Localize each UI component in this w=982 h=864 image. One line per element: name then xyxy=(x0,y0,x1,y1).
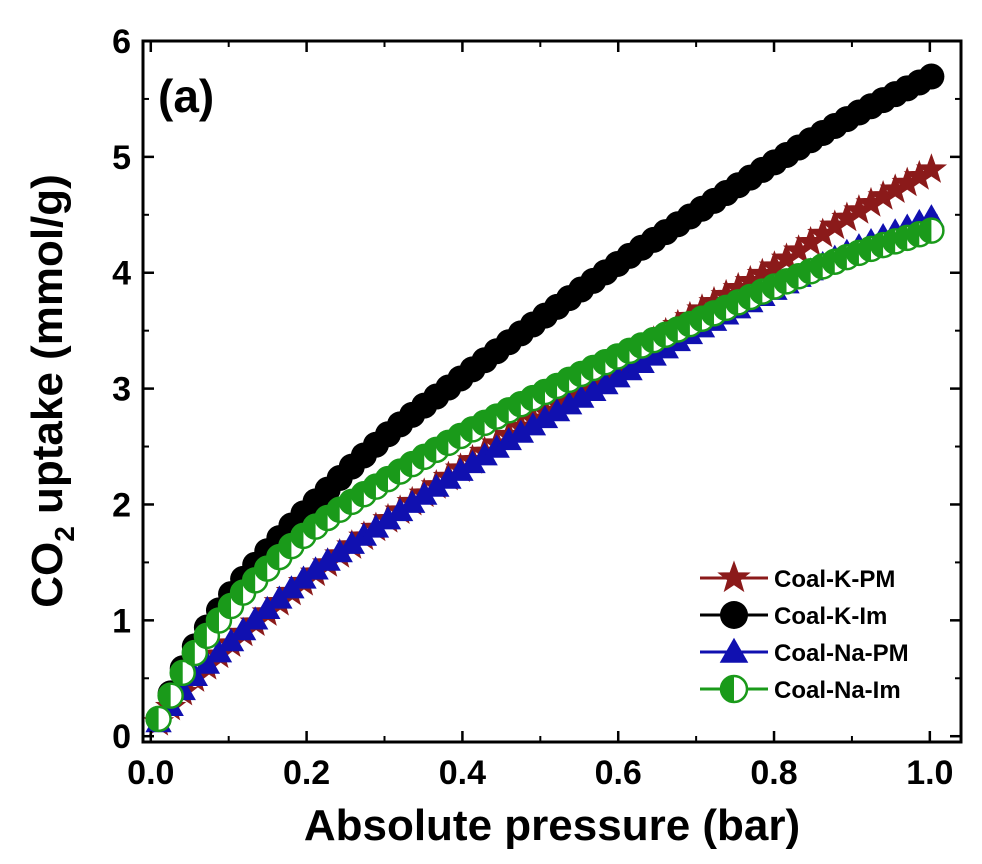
data-point-Coal-K-Im-64 xyxy=(918,63,945,90)
y-tick-label-1: 1 xyxy=(112,602,131,640)
legend: Coal-K-PM Coal-K-Im Coal-Na-PM Coal-Na-Im xyxy=(700,560,909,704)
legend-marker-Coal-Na-PM xyxy=(719,637,749,663)
x-axis-title: Absolute pressure (bar) xyxy=(304,801,800,850)
data-point-Coal-Na-PM-24 xyxy=(435,465,462,489)
y-tick-label-2: 2 xyxy=(112,486,131,524)
series-Coal-Na-Im xyxy=(145,217,945,733)
data-point-Coal-Na-PM-14 xyxy=(314,547,341,571)
data-point-Coal-Na-PM-15 xyxy=(326,539,353,563)
data-point-Coal-Na-PM-29 xyxy=(495,427,522,451)
data-point-Coal-Na-PM-21 xyxy=(398,489,426,513)
legend-item-Coal-K-Im: Coal-K-Im xyxy=(700,601,887,630)
data-point-Coal-Na-PM-31 xyxy=(519,412,547,436)
y-axis-title-rest: uptake (mmol/g) xyxy=(23,174,72,526)
legend-marker-Coal-Na-Im xyxy=(719,674,749,704)
data-point-Coal-Na-PM-25 xyxy=(447,457,474,481)
legend-item-Coal-Na-Im: Coal-Na-Im xyxy=(700,674,901,704)
data-point-Coal-Na-PM-36 xyxy=(580,377,607,402)
y-tick-label-6: 6 xyxy=(112,23,131,61)
y-tick-label-4: 4 xyxy=(112,255,131,293)
data-point-Coal-Na-PM-41 xyxy=(640,342,667,366)
legend-marker-Coal-K-Im xyxy=(720,601,748,629)
data-point-Coal-Na-PM-35 xyxy=(568,384,595,408)
y-axis-title-main: CO xyxy=(23,542,72,608)
x-tick-label-2: 0.4 xyxy=(439,754,486,792)
x-tick-label-5: 1.0 xyxy=(906,754,953,792)
panel-label: (a) xyxy=(158,70,214,122)
data-point-Coal-Na-PM-32 xyxy=(531,405,559,429)
data-point-Coal-Na-PM-30 xyxy=(507,419,535,443)
data-point-Coal-Na-PM-33 xyxy=(543,398,571,422)
series-line-Coal-K-PM xyxy=(157,165,939,723)
data-point-Coal-Na-PM-27 xyxy=(471,442,498,466)
data-point-Coal-Na-PM-22 xyxy=(411,481,438,505)
data-point-Coal-Na-PM-20 xyxy=(386,498,414,522)
data-point-Coal-Na-Im-0 xyxy=(145,705,172,733)
data-point-Coal-Na-PM-16 xyxy=(338,530,365,554)
y-tick-label-0: 0 xyxy=(112,718,131,756)
data-point-Coal-Na-PM-19 xyxy=(374,506,402,530)
ticks-layer: 0.0 0.2 0.4 0.6 0.8 1.0 0 1 2 3 4 5 6 xyxy=(112,23,961,792)
legend-label-Coal-K-Im: Coal-K-Im xyxy=(774,603,887,630)
legend-item-Coal-K-PM: Coal-K-PM xyxy=(700,560,895,593)
plot-frame xyxy=(141,39,963,744)
legend-label-Coal-K-PM: Coal-K-PM xyxy=(774,566,895,593)
legend-marker-Coal-K-PM xyxy=(717,560,751,593)
data-point-Coal-K-PM-64 xyxy=(915,153,948,183)
legend-label-Coal-Na-PM: Coal-Na-PM xyxy=(774,640,909,667)
data-point-Coal-Na-Im-2 xyxy=(169,659,196,687)
data-point-Coal-Na-PM-13 xyxy=(302,556,329,580)
data-point-Coal-Na-PM-12 xyxy=(290,565,317,589)
x-tick-label-0: 0.0 xyxy=(127,754,174,792)
data-point-Coal-Na-PM-23 xyxy=(423,473,450,497)
data-point-Coal-Na-PM-40 xyxy=(628,349,655,374)
data-point-Coal-Na-PM-38 xyxy=(604,364,631,388)
series-layer xyxy=(143,63,948,736)
x-tick-label-1: 0.2 xyxy=(283,754,330,792)
data-point-Coal-Na-PM-37 xyxy=(592,371,619,395)
data-point-Coal-Na-PM-18 xyxy=(362,514,390,538)
data-point-Coal-Na-PM-34 xyxy=(555,391,583,415)
x-tick-label-3: 0.6 xyxy=(595,754,642,792)
data-point-Coal-Na-Im-1 xyxy=(157,682,184,709)
data-point-Coal-Na-Im-64 xyxy=(918,217,945,244)
x-tick-label-4: 0.8 xyxy=(750,754,797,792)
data-point-Coal-Na-PM-39 xyxy=(616,357,643,381)
y-tick-label-3: 3 xyxy=(112,371,131,409)
legend-item-Coal-Na-PM: Coal-Na-PM xyxy=(700,637,909,667)
data-point-Coal-Na-PM-17 xyxy=(350,522,378,546)
data-point-Coal-Na-PM-26 xyxy=(459,449,486,474)
y-axis-title: CO2 uptake (mmol/g) xyxy=(23,174,80,608)
y-tick-label-5: 5 xyxy=(112,139,131,177)
legend-label-Coal-Na-Im: Coal-Na-Im xyxy=(774,677,901,704)
y-axis-title-subscript: 2 xyxy=(49,526,80,542)
data-point-Coal-Na-PM-28 xyxy=(483,434,510,458)
